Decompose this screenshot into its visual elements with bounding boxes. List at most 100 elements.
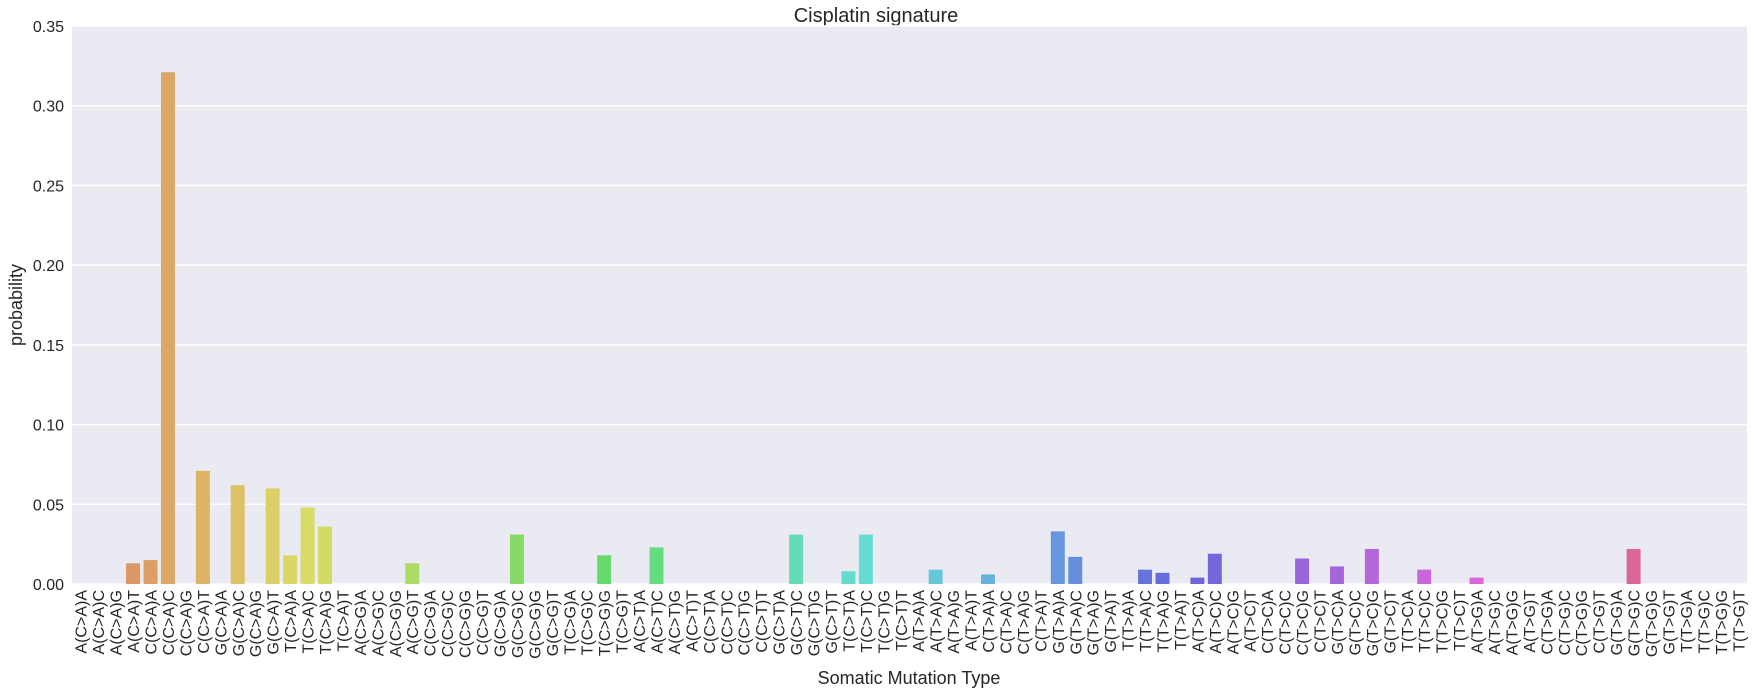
x-tick-label: G(T>A)A: [1051, 590, 1068, 654]
bar: [1068, 556, 1083, 584]
bar: [1155, 572, 1170, 584]
x-tick-label: A(T>C)T: [1243, 590, 1260, 652]
y-tick-label: 0.05: [33, 497, 64, 514]
x-tick-label: T(C>G)G: [597, 590, 614, 656]
x-tick-label: G(T>A)T: [1103, 590, 1120, 653]
x-tick-label: C(T>A)A: [981, 590, 998, 653]
x-tick-label: G(C>G)G: [527, 590, 544, 659]
x-tick-label: C(C>G)C: [440, 590, 457, 657]
x-tick-label: C(T>C)A: [1260, 590, 1277, 654]
x-tick-label: A(C>A)A: [74, 590, 91, 654]
x-tick-label: G(T>C)T: [1382, 590, 1399, 654]
x-tick-label: C(T>C)C: [1278, 590, 1295, 654]
y-tick-label: 0.30: [33, 99, 64, 116]
x-tick-label: T(T>A)G: [1155, 590, 1172, 653]
y-tick-label: 0.25: [33, 178, 64, 195]
x-tick-label: G(T>C)G: [1365, 590, 1382, 656]
x-tick-label: A(C>T)A: [632, 590, 649, 653]
x-tick-label: T(T>G)C: [1696, 590, 1713, 654]
bar: [1329, 566, 1344, 584]
x-tick-label: A(T>C)G: [1225, 590, 1242, 654]
x-tick-label: T(T>G)A: [1679, 590, 1696, 653]
x-tick-label: G(T>G)C: [1627, 590, 1644, 656]
bar: [1364, 548, 1379, 584]
y-tick-label: 0.15: [33, 338, 64, 355]
x-tick-label: T(T>A)T: [1173, 590, 1190, 650]
y-tick-label: 0.00: [33, 577, 64, 594]
x-tick-label: T(T>A)A: [1121, 590, 1138, 651]
x-tick-label: G(T>C)C: [1347, 590, 1364, 655]
x-tick-label: A(T>C)A: [1190, 590, 1207, 653]
x-tick-label: G(C>G)C: [510, 590, 527, 658]
x-tick-label: A(T>G)T: [1522, 590, 1539, 653]
x-tick-label: G(C>A)C: [231, 590, 248, 656]
x-tick-label: C(C>A)C: [161, 590, 178, 655]
bar: [1050, 531, 1065, 584]
x-tick-label: G(C>T)C: [789, 590, 806, 655]
x-tick-label: T(T>C)G: [1435, 590, 1452, 654]
bar: [858, 534, 873, 584]
plot-area: [72, 26, 1747, 584]
x-tick-label: T(T>A)C: [1138, 590, 1155, 652]
x-tick-label: C(T>C)T: [1313, 590, 1330, 653]
x-tick-label: T(C>A)A: [283, 590, 300, 653]
x-tick-label: A(C>T)T: [684, 590, 701, 652]
x-tick-label: C(T>G)G: [1574, 590, 1591, 656]
x-tick-label: T(C>T)A: [841, 590, 858, 652]
x-tick-label: G(C>T)G: [807, 590, 824, 656]
x-tick-label: A(T>A)G: [946, 590, 963, 654]
bar: [265, 488, 280, 584]
bar: [649, 547, 664, 584]
x-tick-label: C(T>A)C: [998, 590, 1015, 654]
x-tick-label: C(C>T)G: [737, 590, 754, 655]
x-tick-label: C(C>T)C: [719, 590, 736, 654]
x-tick-label: A(T>C)C: [1208, 590, 1225, 654]
x-tick-label: A(C>A)T: [126, 590, 143, 653]
x-tick-label: G(C>T)A: [772, 590, 789, 655]
x-tick-label: C(T>A)G: [1016, 590, 1033, 654]
x-tick-label: C(T>A)T: [1033, 590, 1050, 652]
x-tick-label: T(C>A)G: [318, 590, 335, 654]
x-tick-label: A(C>T)C: [650, 590, 667, 654]
x-tick-label: A(T>G)A: [1470, 590, 1487, 654]
x-tick-label: G(C>A)T: [266, 590, 283, 655]
x-tick-label: A(C>T)G: [667, 590, 684, 654]
bars: [126, 72, 1641, 584]
x-tick-label: T(T>C)A: [1400, 590, 1417, 652]
x-tick-label: T(C>G)T: [615, 590, 632, 654]
x-tick-label: C(C>G)A: [423, 590, 440, 657]
x-tick-label: C(T>G)C: [1557, 590, 1574, 655]
x-axis-label: Somatic Mutation Type: [818, 668, 1001, 688]
x-tick-label: T(C>A)C: [301, 590, 318, 654]
bar: [1295, 558, 1310, 584]
x-tick-label: G(C>G)A: [492, 590, 509, 657]
bar: [318, 526, 332, 584]
x-tick-label: A(C>G)G: [388, 590, 405, 657]
x-tick-label: A(C>G)T: [405, 590, 422, 655]
x-tick-label: T(T>C)T: [1452, 590, 1469, 651]
x-tick-label: A(T>G)C: [1487, 590, 1504, 654]
bar: [789, 534, 804, 584]
x-tick-label: A(T>A)T: [964, 590, 981, 651]
bar: [841, 571, 856, 584]
x-axis-ticks: A(C>A)A A(C>A)C A(C>A)G A(C>A)T C(C>A)A C(C>A…: [74, 590, 1749, 659]
x-tick-label: G(T>A)G: [1086, 590, 1103, 655]
bar: [195, 470, 210, 584]
x-tick-label: C(T>G)T: [1592, 590, 1609, 654]
x-tick-label: G(T>G)T: [1661, 590, 1678, 655]
grid-lines: [72, 25, 1747, 585]
y-axis-ticks: 0.00 0.05 0.10 0.15 0.20 0.25 0.30 0.35: [33, 19, 64, 594]
chart-title: Cisplatin signature: [794, 5, 959, 27]
bar: [1138, 569, 1153, 584]
x-tick-label: A(C>A)C: [91, 590, 108, 654]
bar: [1469, 577, 1484, 584]
bar: [405, 563, 420, 584]
bar: [126, 563, 141, 584]
x-tick-label: G(C>T)T: [824, 590, 841, 654]
x-tick-label: T(C>T)C: [859, 590, 876, 653]
x-tick-label: A(T>G)G: [1504, 590, 1521, 655]
x-tick-label: T(T>G)T: [1731, 590, 1748, 652]
x-tick-label: A(T>A)A: [911, 590, 928, 652]
x-tick-label: T(C>T)T: [894, 590, 911, 651]
